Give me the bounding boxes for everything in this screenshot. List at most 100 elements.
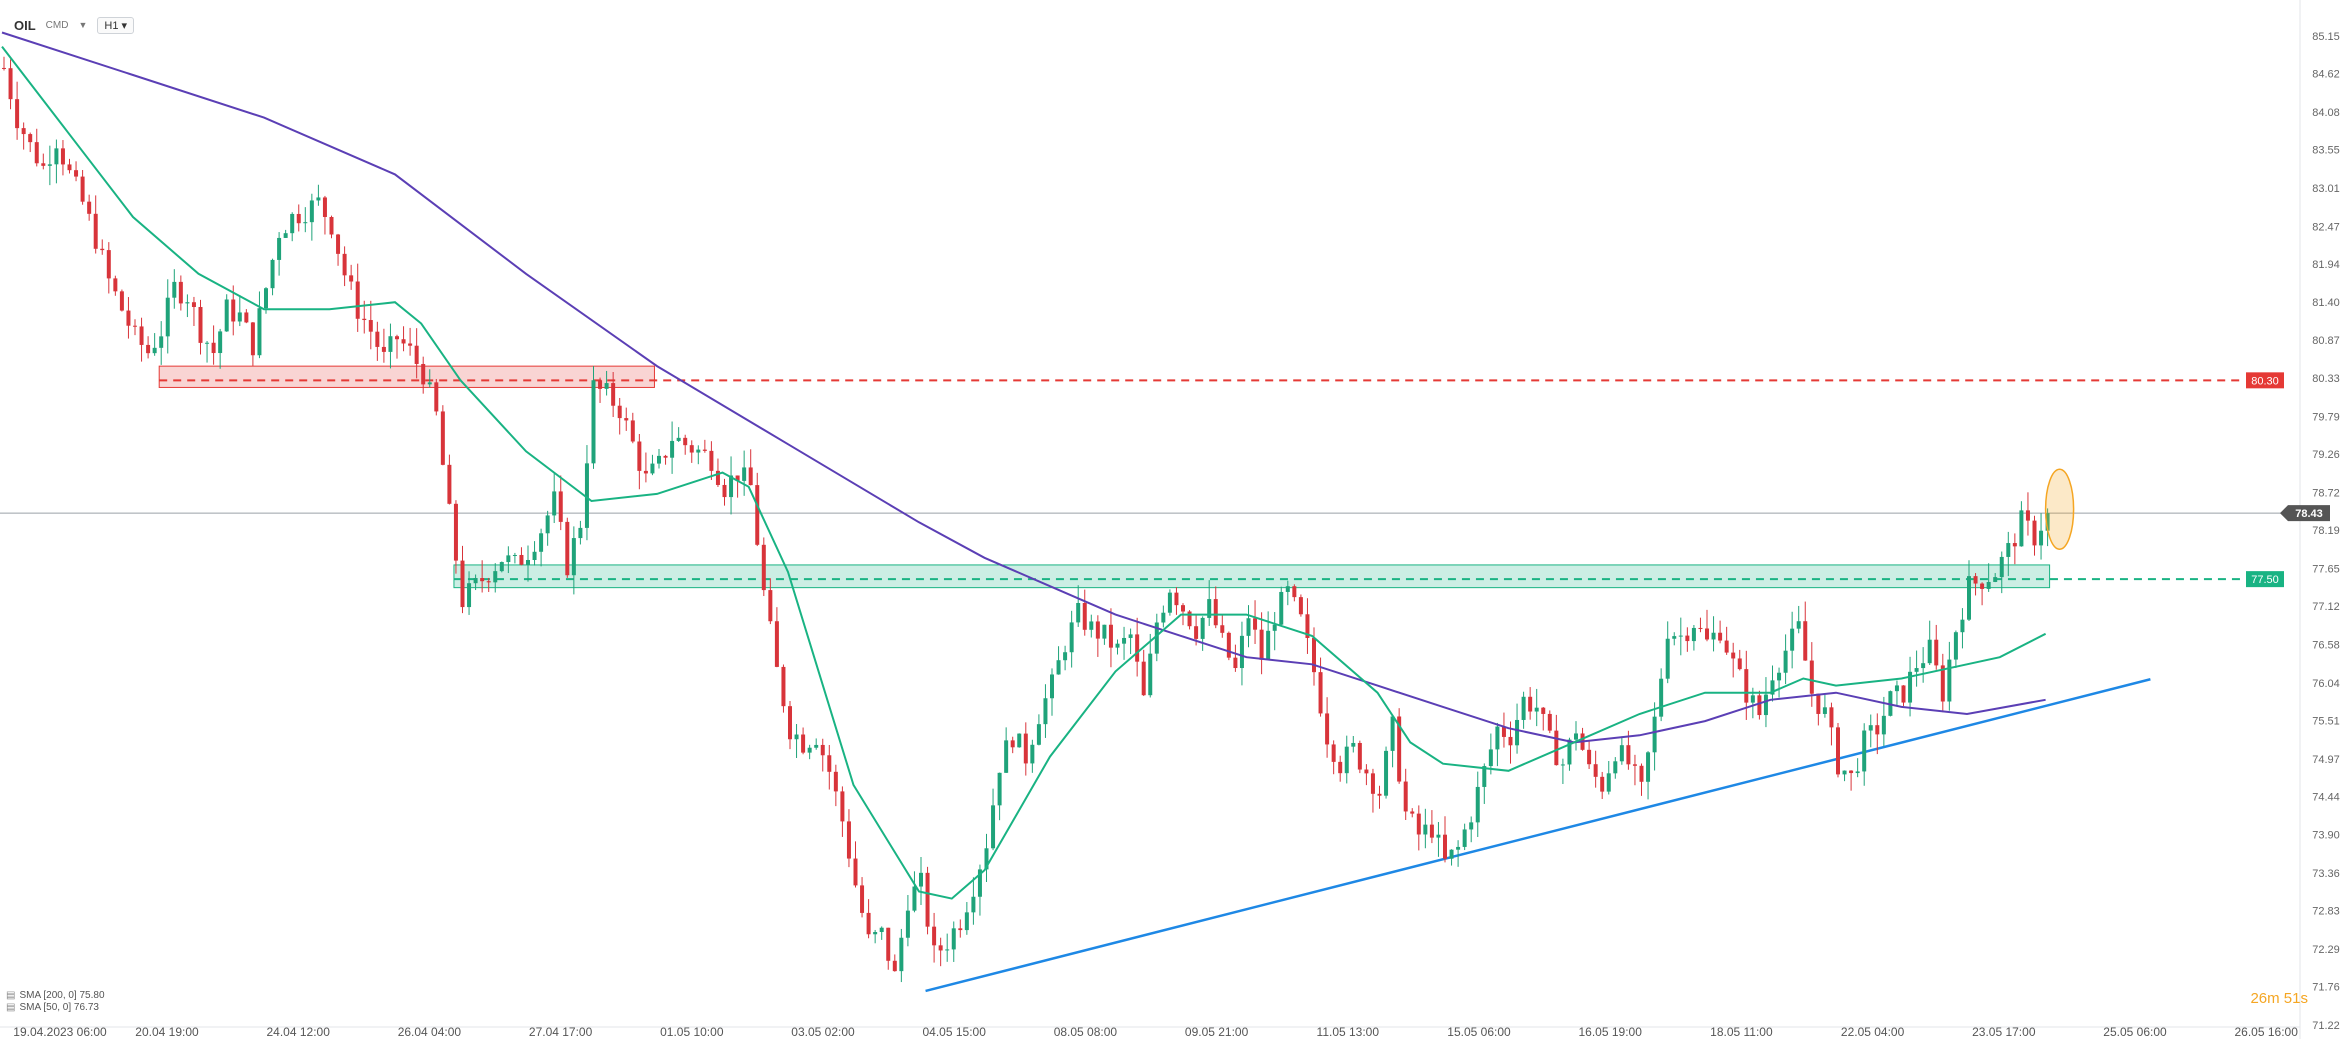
candle [1030, 739, 1035, 773]
candle [1921, 647, 1926, 683]
candle-body [1953, 632, 1958, 660]
candle-body [80, 176, 85, 202]
candle [277, 232, 282, 276]
candle [683, 434, 688, 455]
candle [2039, 513, 2044, 560]
y-tick-label: 77.12 [2312, 601, 2340, 613]
candle [919, 856, 923, 906]
candle [932, 912, 937, 963]
y-tick-label: 79.26 [2312, 449, 2340, 461]
legend-sma200[interactable]: ▤ SMA [200, 0] 75.80 [6, 990, 105, 1002]
candle [41, 153, 46, 170]
candle [60, 140, 65, 176]
candle-body [2039, 530, 2044, 546]
candle-body [1397, 716, 1402, 782]
candle [1043, 684, 1048, 738]
candle [820, 738, 825, 772]
candle [453, 500, 458, 574]
candle-body [1148, 653, 1153, 696]
candle [159, 321, 164, 365]
legend-sma200-label: SMA [200, 0] 75.80 [19, 990, 105, 1001]
candle [768, 578, 773, 625]
candle-body [178, 281, 183, 304]
candle-body [696, 449, 701, 453]
timeframe-select[interactable]: H1 ▾ [97, 16, 135, 34]
candle-body [899, 937, 904, 972]
candle-body [1914, 668, 1919, 672]
candle [74, 161, 79, 182]
candle [1115, 639, 1120, 655]
candle-body [205, 342, 210, 344]
candle [1108, 608, 1113, 668]
candle-body [1344, 746, 1349, 774]
candle [211, 325, 216, 365]
candle-body [801, 734, 806, 753]
candle-body [945, 949, 950, 951]
candle [1056, 646, 1061, 675]
candle-body [401, 339, 406, 344]
level-tag-label: 77.50 [2251, 574, 2279, 586]
candle [1004, 727, 1009, 773]
candle-body [591, 380, 596, 464]
candle-body [1082, 602, 1087, 630]
candle [1796, 605, 1801, 634]
candle [899, 928, 904, 983]
candle-body [1646, 752, 1651, 782]
candle [1606, 761, 1611, 795]
candle [637, 433, 642, 490]
candle [349, 264, 354, 290]
candle [663, 454, 668, 465]
candle-body [1829, 707, 1834, 728]
candle [178, 275, 183, 311]
level-tag-bg [2246, 571, 2284, 588]
candle [368, 300, 373, 350]
y-tick-label: 72.29 [2312, 944, 2340, 956]
candle-body [1724, 640, 1729, 653]
x-tick-label: 03.05 02:00 [791, 1025, 855, 1039]
candle-body [1619, 745, 1624, 762]
candle-body [1632, 764, 1637, 766]
candle-body [1076, 602, 1081, 623]
candle [152, 333, 157, 356]
candle [80, 170, 85, 205]
candle-body [1796, 621, 1801, 629]
candle [650, 454, 655, 476]
candle-body [1436, 834, 1441, 838]
candle-body [113, 278, 118, 292]
candle [715, 458, 720, 487]
candle-body [1757, 695, 1762, 716]
chevron-down-icon[interactable]: ▼ [78, 20, 88, 30]
candle [1397, 708, 1402, 784]
candle [1855, 758, 1860, 778]
candle-body [1691, 627, 1696, 642]
y-tick-label: 80.87 [2312, 335, 2340, 347]
candle [1305, 598, 1310, 654]
candle-body [991, 805, 996, 849]
candle [1488, 733, 1493, 775]
legend-sma50[interactable]: ▤ SMA [50, 0] 76.73 [6, 1002, 105, 1014]
symbol-name[interactable]: OIL [14, 17, 36, 33]
candle [1685, 627, 1690, 652]
candle-body [316, 197, 321, 201]
candle [119, 289, 124, 312]
candle [1416, 805, 1421, 851]
candle [28, 132, 33, 153]
candle [427, 369, 432, 388]
indicator-legend: ▤ SMA [200, 0] 75.80 ▤ SMA [50, 0] 76.73 [6, 990, 105, 1014]
candle [1547, 710, 1552, 734]
candle [1141, 649, 1146, 697]
candle-body [1312, 638, 1316, 673]
candle-body [1783, 650, 1788, 673]
candle [1881, 696, 1886, 746]
candle-body [74, 170, 79, 177]
candle [1285, 580, 1290, 606]
candle-body [388, 336, 393, 352]
candle-body [1822, 707, 1827, 714]
candle-body [1292, 586, 1297, 598]
chart-toolbar: OIL CMD ▼ H1 ▾ [14, 14, 135, 36]
candle-body [414, 345, 419, 364]
candle-body [571, 538, 576, 576]
candle [1836, 722, 1840, 778]
